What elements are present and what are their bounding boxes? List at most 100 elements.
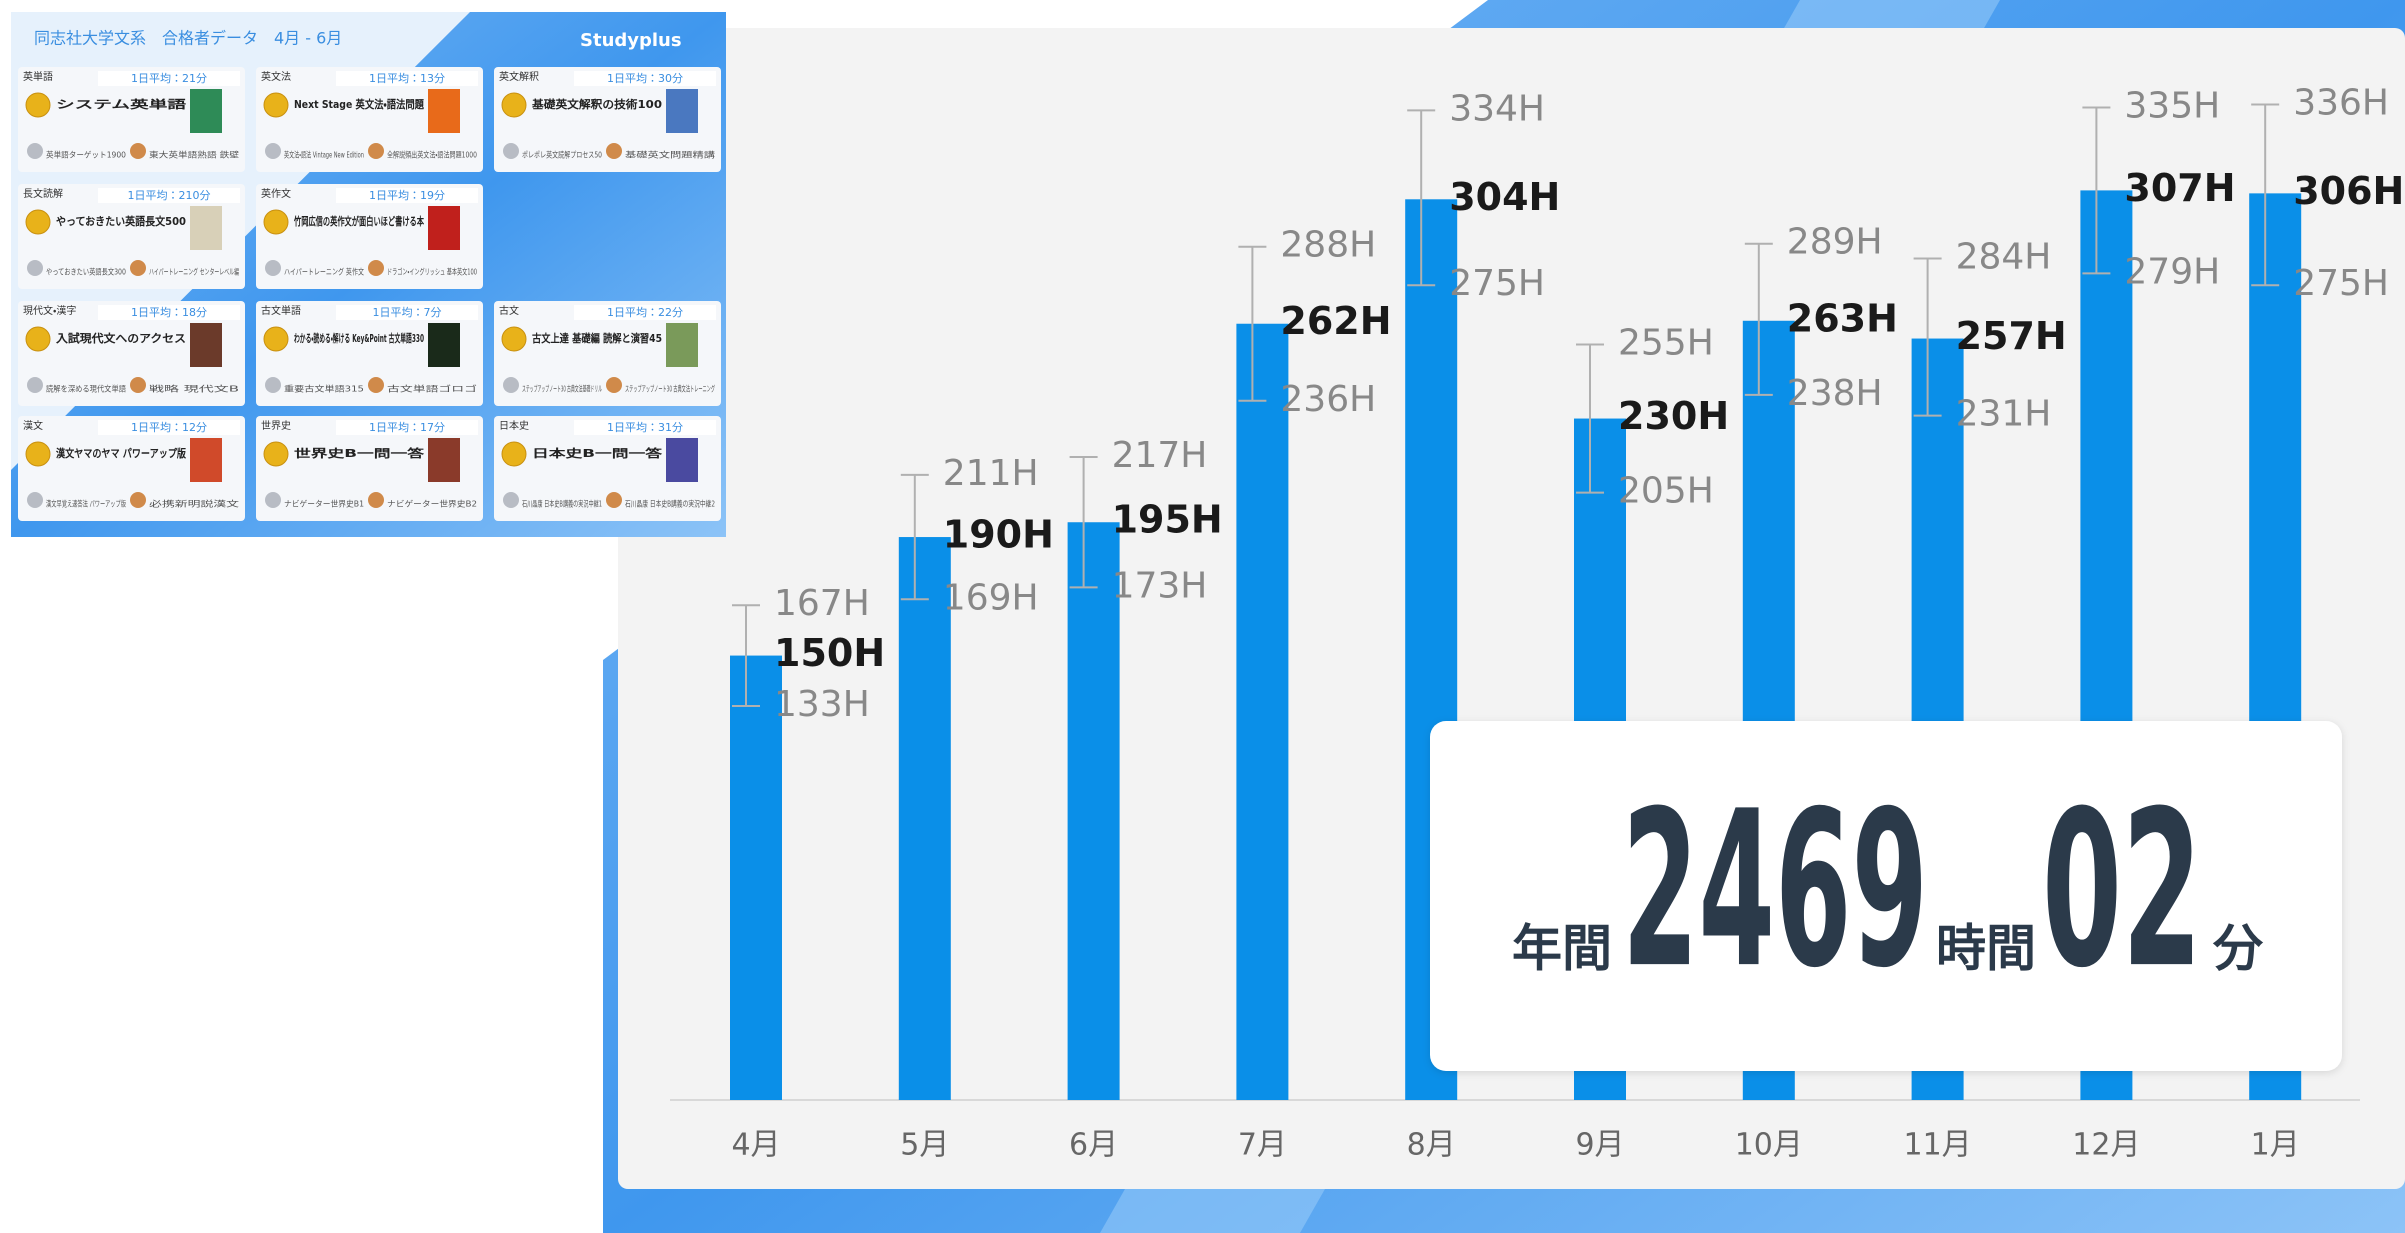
low-label: 173H: [1112, 565, 1208, 606]
card-subject: 古文単語: [261, 304, 301, 317]
high-label: 217H: [1112, 435, 1208, 476]
value-label: 257H: [1956, 314, 2067, 358]
card-average: 1日平均：22分: [607, 305, 683, 319]
inset-title: 同志社大学文系 合格者データ 4月 - 6月: [34, 29, 342, 48]
card-subject: 漢文: [23, 419, 43, 432]
book-cover: [190, 323, 222, 367]
book-cover: [190, 438, 222, 482]
third-book: 全解説頻出英文法・語法問題1000: [387, 150, 477, 160]
bronze-medal: [130, 377, 146, 393]
third-book: ハイパートレーニング センターレベル編: [149, 267, 239, 277]
card-average: 1日平均：17分: [369, 420, 445, 434]
card-average: 1日平均：18分: [131, 305, 207, 319]
silver-medal: [503, 492, 519, 508]
silver-medal: [27, 492, 43, 508]
gold-medal: [26, 327, 50, 351]
card-subject: 日本史: [499, 419, 529, 432]
book-cover: [190, 206, 222, 250]
low-label: 236H: [1280, 379, 1376, 420]
third-book: ドラゴン・イングリッシュ 基本英文100: [387, 267, 477, 277]
value-label: 263H: [1787, 296, 1898, 340]
card-average: 1日平均：19分: [369, 188, 445, 202]
third-book: 石川晶康 日本史B講義の実況中継2: [625, 499, 715, 509]
total-minutes: 02: [2042, 764, 2202, 1015]
card-subject: 長文読解: [23, 187, 63, 200]
silver-medal: [27, 260, 43, 276]
value-label: 307H: [2124, 166, 2235, 210]
total-minutes-unit: 分: [2212, 920, 2264, 978]
value-label: 230H: [1618, 394, 1729, 438]
x-tick-label: 6月: [1069, 1128, 1118, 1163]
first-book: 古文上達 基礎編 読解と演習45: [532, 331, 662, 345]
x-tick-label: 10月: [1735, 1128, 1803, 1163]
value-label: 150H: [774, 631, 885, 675]
bronze-medal: [368, 377, 384, 393]
card-subject: 英作文: [261, 187, 291, 200]
high-label: 334H: [1449, 88, 1545, 129]
second-book: ステップアップノート30 古典文法基礎ドリル: [522, 384, 602, 394]
high-label: 288H: [1280, 225, 1376, 266]
value-label: 195H: [1112, 498, 1223, 542]
gold-medal: [26, 210, 50, 234]
book-cover: [428, 438, 460, 482]
total-prefix: 年間: [1512, 920, 1612, 978]
low-label: 275H: [1449, 263, 1545, 304]
card-subject: 英文法: [261, 70, 291, 83]
card-average: 1日平均：7分: [373, 305, 442, 319]
x-tick-label: 7月: [1238, 1128, 1287, 1163]
gold-medal: [264, 210, 288, 234]
page: 167H133H150H4月211H169H190H5月217H173H195H…: [0, 0, 2405, 1233]
gold-medal: [502, 327, 526, 351]
silver-medal: [265, 492, 281, 508]
first-book: システム英単語: [56, 97, 186, 111]
first-book: 基礎英文解釈の技術100: [531, 97, 662, 111]
second-book: 読解を深める現代文単語: [46, 384, 126, 394]
book-cover: [428, 323, 460, 367]
bronze-medal: [368, 492, 384, 508]
first-book: やっておきたい英語長文500: [56, 214, 186, 228]
card-average: 1日平均：21分: [131, 71, 207, 85]
card-subject: 古文: [499, 304, 519, 317]
book-cover: [428, 206, 460, 250]
silver-medal: [27, 143, 43, 159]
x-tick-label: 1月: [2251, 1128, 2300, 1163]
card-average: 1日平均：13分: [369, 71, 445, 85]
book-cover: [428, 89, 460, 133]
third-book: 古文単語ゴロゴ: [387, 384, 477, 394]
second-book: ポレポレ英文読解プロセス50: [522, 150, 602, 160]
x-tick-label: 8月: [1407, 1128, 1456, 1163]
bar: [1236, 324, 1288, 1100]
high-label: 336H: [2293, 82, 2389, 123]
card-subject: 現代文・漢字: [23, 304, 76, 317]
bronze-medal: [606, 377, 622, 393]
bronze-medal: [368, 260, 384, 276]
x-tick-label: 9月: [1575, 1128, 1624, 1163]
second-book: 重要古文単語315: [284, 384, 364, 394]
second-book: 石川晶康 日本史B講義の実況中継1: [522, 499, 602, 509]
first-book: 竹岡広信の英作文が面白いほど書ける本: [293, 214, 424, 228]
card-subject: 英文解釈: [499, 70, 539, 83]
bronze-medal: [130, 143, 146, 159]
low-label: 231H: [1956, 394, 2052, 435]
first-book: Next Stage 英文法・語法問題: [294, 97, 425, 111]
total-hours-unit: 時間: [1936, 920, 2036, 978]
low-label: 133H: [774, 684, 870, 725]
card-average: 1日平均：31分: [607, 420, 683, 434]
x-tick-label: 5月: [900, 1128, 949, 1163]
third-book: 基礎英文問題精講: [625, 150, 715, 160]
silver-medal: [265, 260, 281, 276]
bar: [899, 537, 951, 1100]
low-label: 205H: [1618, 471, 1714, 512]
silver-medal: [265, 143, 281, 159]
second-book: 英文法・語法 Vintage New Edition: [284, 150, 364, 160]
second-book: 英単語ターゲット1900: [46, 150, 126, 160]
gold-medal: [502, 442, 526, 466]
first-book: わかる・読める・解ける Key&Point 古文単語330: [294, 331, 424, 345]
gold-medal: [26, 442, 50, 466]
first-book: 日本史B一問一答: [532, 446, 664, 460]
first-book: 世界史B一問一答: [294, 446, 426, 460]
bronze-medal: [130, 260, 146, 276]
third-book: ステップアップノート30 古典文法トレーニング: [625, 384, 715, 394]
card-subject: 英単語: [23, 70, 53, 83]
x-tick-label: 11月: [1904, 1128, 1972, 1163]
